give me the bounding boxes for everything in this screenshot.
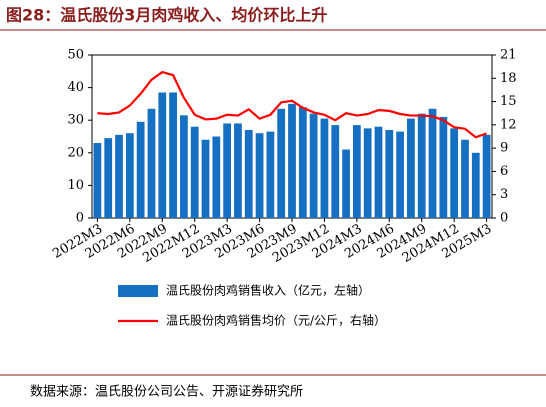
bar: [115, 134, 123, 218]
bar: [169, 92, 177, 218]
bar: [136, 121, 145, 218]
y2-tick-label: 18: [500, 71, 517, 86]
bar: [374, 126, 383, 218]
bar: [212, 136, 221, 218]
bar: [482, 134, 491, 218]
y-tick-label: 50: [67, 48, 84, 63]
y2-tick-label: 0: [500, 211, 508, 226]
bar: [331, 125, 340, 218]
bar: [125, 133, 134, 218]
line: [97, 70, 487, 139]
bar: [363, 128, 372, 218]
y2-tick-label: 9: [500, 141, 508, 156]
bar: [266, 131, 275, 218]
y2-tick-label: 15: [500, 94, 517, 109]
bar: [298, 107, 307, 218]
bar: [428, 108, 437, 218]
legend-swatch: [118, 285, 158, 297]
y2-tick-label: 12: [500, 117, 517, 132]
bar: [471, 152, 480, 218]
source: 数据来源：温氏股份公司公告、开源证券研究所: [30, 384, 303, 400]
bar: [461, 139, 469, 218]
bar: [352, 125, 361, 218]
y-tick-label: 0: [76, 211, 84, 226]
bar: [104, 138, 113, 218]
bar: [234, 123, 242, 218]
bar: [385, 129, 394, 218]
bar: [244, 129, 253, 218]
bar: [309, 113, 318, 218]
bar: [190, 126, 199, 218]
y-tick-label: 40: [67, 80, 84, 95]
y2-tick-label: 3: [500, 187, 508, 202]
bar: [288, 103, 296, 218]
bar: [450, 128, 459, 218]
bar: [417, 113, 426, 218]
y2-tick-label: 6: [500, 164, 508, 179]
bar: [180, 115, 188, 218]
bar: [147, 108, 156, 218]
bar: [158, 92, 167, 218]
legend-label: 温氏股份肉鸡销售均价（元/公斤，右轴）: [166, 313, 386, 328]
y-tick-label: 10: [67, 178, 84, 193]
bar: [342, 149, 350, 218]
bar: [407, 118, 415, 218]
bar: [439, 116, 448, 218]
bar: [201, 139, 210, 218]
legend-label: 温氏股份肉鸡销售收入（亿元，左轴）: [166, 283, 370, 298]
bar: [396, 131, 404, 218]
bar: [320, 118, 329, 218]
y-tick-label: 30: [67, 113, 84, 128]
bar: [223, 123, 232, 218]
chart-title: 图28：温氏股份3月肉鸡收入、均价环比上升: [6, 6, 327, 25]
bar: [255, 133, 264, 218]
bar: [277, 108, 286, 218]
y2-tick-label: 21: [500, 48, 517, 63]
y-tick-label: 20: [67, 145, 84, 160]
bar: [93, 143, 102, 218]
